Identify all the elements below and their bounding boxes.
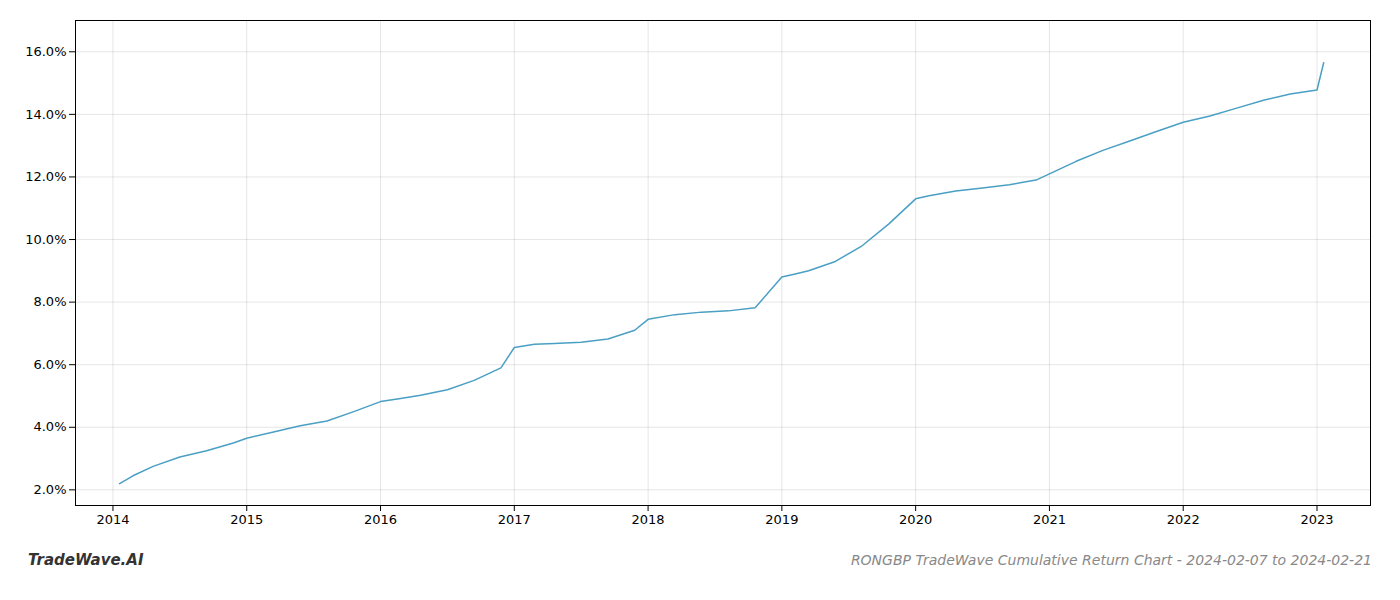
html-text:TradeWave.AI: TradeWave.AI: [28, 551, 144, 569]
svg-text:2021: 2021: [1033, 512, 1066, 527]
svg-text:2015: 2015: [230, 512, 263, 527]
svg-text:2016: 2016: [364, 512, 397, 527]
svg-text:6.0%: 6.0%: [33, 357, 66, 372]
svg-text:2020: 2020: [899, 512, 932, 527]
svg-text:2019: 2019: [765, 512, 798, 527]
svg-text:2022: 2022: [1167, 512, 1200, 527]
svg-text:4.0%: 4.0%: [33, 419, 66, 434]
svg-text:16.0%: 16.0%: [25, 44, 66, 59]
svg-text:12.0%: 12.0%: [25, 169, 66, 184]
svg-text:2.0%: 2.0%: [33, 482, 66, 497]
svg-text:14.0%: 14.0%: [25, 107, 66, 122]
svg-text:8.0%: 8.0%: [33, 294, 66, 309]
svg-text:2023: 2023: [1300, 512, 1333, 527]
html-text:RONGBP TradeWave Cumulative Re: RONGBP TradeWave Cumulative Return Chart…: [850, 552, 1372, 568]
svg-text:2014: 2014: [96, 512, 129, 527]
svg-text:10.0%: 10.0%: [25, 232, 66, 247]
svg-text:2018: 2018: [632, 512, 665, 527]
svg-text:2017: 2017: [498, 512, 531, 527]
